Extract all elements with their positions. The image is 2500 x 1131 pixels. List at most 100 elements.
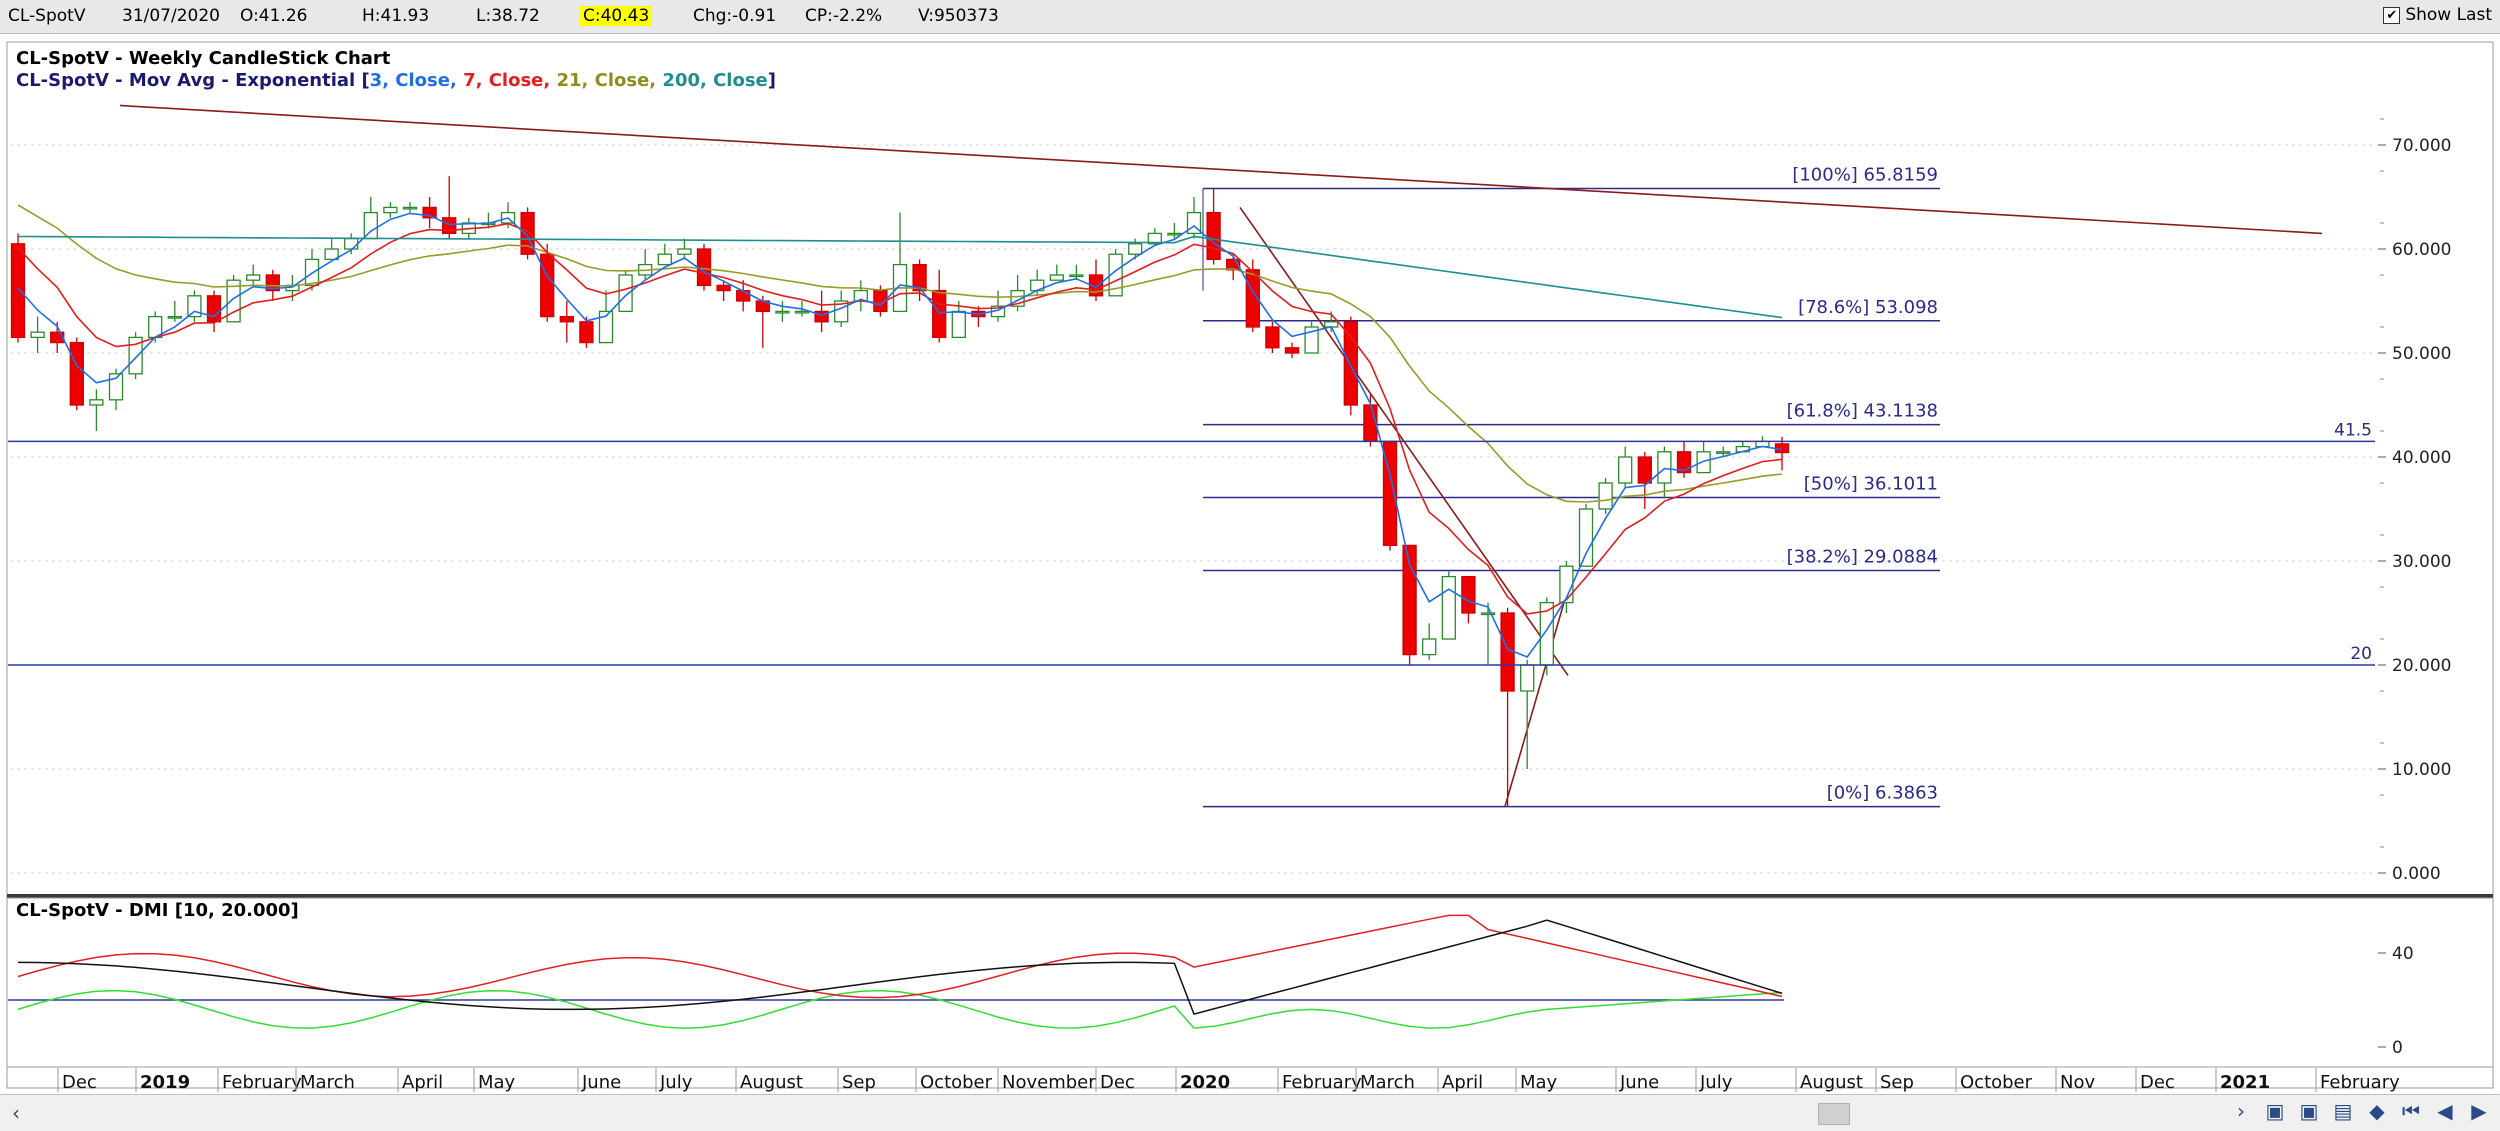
x-axis-label: August <box>1800 1072 1863 1093</box>
dmi-tick-label: 0 <box>2392 1038 2403 1058</box>
candle-body <box>1167 232 1182 236</box>
candle-body <box>1069 274 1084 278</box>
dmi-lines: 40 0 <box>8 914 2414 1058</box>
horizontal-scrollbar[interactable]: ‹ › ▣ ▣ ▤ ◆ ⏮ ◀ ▶ <box>0 1094 2500 1131</box>
x-axis-label: June <box>581 1072 621 1093</box>
candle-body <box>1696 451 1711 474</box>
first-bar-icon[interactable]: ⏮ <box>2402 1099 2420 1123</box>
candle-body <box>1618 456 1633 484</box>
ma-21-line <box>17 204 1783 503</box>
price-tick-label: 10.000 <box>2392 760 2451 780</box>
candle-body <box>1265 326 1280 349</box>
x-axis-label: February <box>222 1072 302 1093</box>
zoom-in-icon[interactable]: ▣ <box>2265 1099 2285 1123</box>
fib-level-label: [100%] 65.8159 <box>1792 165 1938 186</box>
scroll-left-icon[interactable]: ‹ <box>12 1101 20 1125</box>
x-axis-label: 2020 <box>1180 1072 1230 1093</box>
open-value: O:41.26 <box>240 6 308 26</box>
x-axis-label: March <box>300 1072 355 1093</box>
price-tick-label: 20.000 <box>2392 656 2451 676</box>
price-tick-label: 70.000 <box>2392 136 2451 156</box>
candle-body <box>402 206 418 210</box>
candle-body <box>696 248 712 287</box>
candle-body <box>89 399 104 406</box>
candle-body <box>1108 253 1123 297</box>
candle-body <box>618 274 633 313</box>
price-tick-label: 60.000 <box>2392 240 2451 260</box>
dmi-plus-di-line <box>17 989 1783 1029</box>
fib-level-label: [50%] 36.1011 <box>1804 474 1938 495</box>
candle-body <box>1363 404 1378 443</box>
candle-body <box>69 341 84 406</box>
dmi-adx-line <box>17 919 1783 1015</box>
next-bar-icon[interactable]: ▶ <box>2471 1099 2487 1123</box>
candle-body <box>128 336 143 375</box>
ma-legend-suffix: ] <box>768 70 776 91</box>
horizontal-line-label: 41.5 <box>2334 420 2372 440</box>
candle-body <box>1637 456 1652 484</box>
candle-body <box>677 248 692 255</box>
candle-body <box>167 315 182 319</box>
chart-navigation: › ▣ ▣ ▤ ◆ ⏮ ◀ ▶ <box>2228 1099 2492 1123</box>
change-percent-value: CP:-2.2% <box>805 6 883 26</box>
x-axis-label: October <box>1960 1072 2033 1093</box>
x-axis-label: 2021 <box>2220 1072 2270 1093</box>
candle-body <box>1657 451 1672 484</box>
x-axis-label: May <box>1520 1072 1558 1093</box>
candle-body <box>324 248 339 261</box>
candle-body <box>187 295 202 318</box>
candle-body <box>716 284 731 292</box>
candle-body <box>206 295 222 323</box>
show-last-checkbox[interactable]: ✔ <box>2383 6 2401 24</box>
x-axis-label: February <box>2320 1072 2400 1093</box>
ma-3-line <box>17 212 1783 658</box>
dmi-tick-label: 40 <box>2392 944 2414 964</box>
scroll-right-icon[interactable]: › <box>2237 1099 2245 1123</box>
expand-icon[interactable]: ◆ <box>2369 1099 2385 1123</box>
candle-body <box>108 373 124 401</box>
candle-body <box>1284 347 1300 354</box>
x-axis-label: 2019 <box>140 1072 190 1093</box>
dmi-chart-title: CL-SpotV - DMI [10, 20.000] <box>16 900 299 921</box>
zoom-reset-icon[interactable]: ▤ <box>2333 1099 2353 1123</box>
fib-level-label: [38.2%] 29.0884 <box>1787 546 1938 567</box>
price-chart-title: CL-SpotV - Weekly CandleStick Chart <box>16 48 391 69</box>
x-axis-label: Sep <box>842 1072 876 1093</box>
fib-level-label: [78.6%] 53.098 <box>1798 297 1938 318</box>
close-value: C:40.43 <box>580 6 653 26</box>
x-axis-label: Nov <box>2060 1072 2095 1093</box>
up-trendline[interactable] <box>1504 581 1571 807</box>
x-axis-label: Dec <box>1100 1072 1135 1093</box>
price-tick-label: 0.000 <box>2392 864 2441 884</box>
candle-body <box>1422 638 1437 656</box>
candle-body <box>657 253 672 266</box>
fib-level-label: [61.8%] 43.1138 <box>1787 401 1938 422</box>
x-axis-label: April <box>402 1072 443 1093</box>
zoom-out-icon[interactable]: ▣ <box>2299 1099 2319 1123</box>
previous-bar-icon[interactable]: ◀ <box>2437 1099 2453 1123</box>
panel-splitter[interactable] <box>7 894 2493 898</box>
x-axis-label: July <box>659 1072 693 1093</box>
x-axis-label: March <box>1360 1072 1415 1093</box>
candle-body <box>1343 321 1358 406</box>
candle-body <box>1049 274 1064 281</box>
fibonacci-retracement[interactable]: [100%] 65.8159 [78.6%] 53.098 [61.8%] 43.1… <box>1202 165 1940 808</box>
ma-legend-200: 200, Close <box>662 70 767 91</box>
candle-body <box>1441 575 1456 640</box>
candle-body <box>1206 211 1221 261</box>
price-tick-label: 40.000 <box>2392 448 2451 468</box>
candle-body <box>1676 451 1692 474</box>
horizontal-lines[interactable]: 41.5 20 <box>8 420 2375 666</box>
chart-area[interactable]: [100%] 65.8159 [78.6%] 53.098 [61.8%] 43.1… <box>0 34 2500 1094</box>
dmi-panel <box>6 897 2494 1089</box>
candle-body <box>559 315 574 323</box>
candle-body <box>344 237 359 250</box>
ma-legend-3: 3, Close, <box>370 70 463 91</box>
price-tick-label: 50.000 <box>2392 344 2451 364</box>
candle-body <box>579 321 594 344</box>
scrollbar-thumb[interactable] <box>1818 1103 1850 1125</box>
candle-body <box>598 310 614 344</box>
long-trendline[interactable] <box>119 104 2323 235</box>
show-last-toggle[interactable]: ✔ Show Last <box>2383 5 2492 25</box>
